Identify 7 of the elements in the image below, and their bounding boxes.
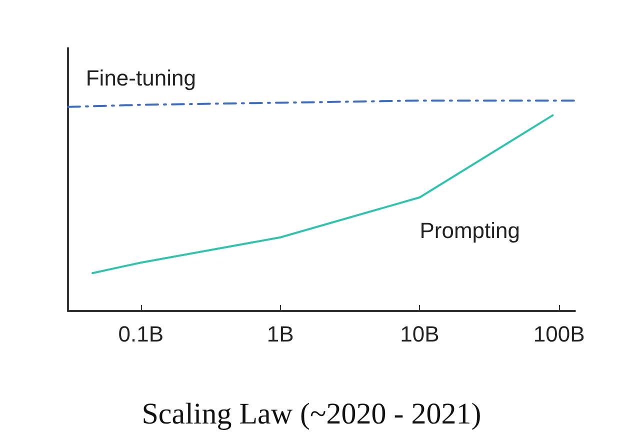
x-tick-label: 100B xyxy=(533,322,585,346)
x-tick-label: 10B xyxy=(400,322,440,346)
text: Scaling Law (~2020 - 2021) xyxy=(142,398,482,430)
x-tick-label: 0.1B xyxy=(118,322,164,346)
x-tick-label: 1B xyxy=(266,322,294,346)
series-label: Prompting xyxy=(420,218,520,243)
series-label: Fine-tuning xyxy=(86,65,196,90)
